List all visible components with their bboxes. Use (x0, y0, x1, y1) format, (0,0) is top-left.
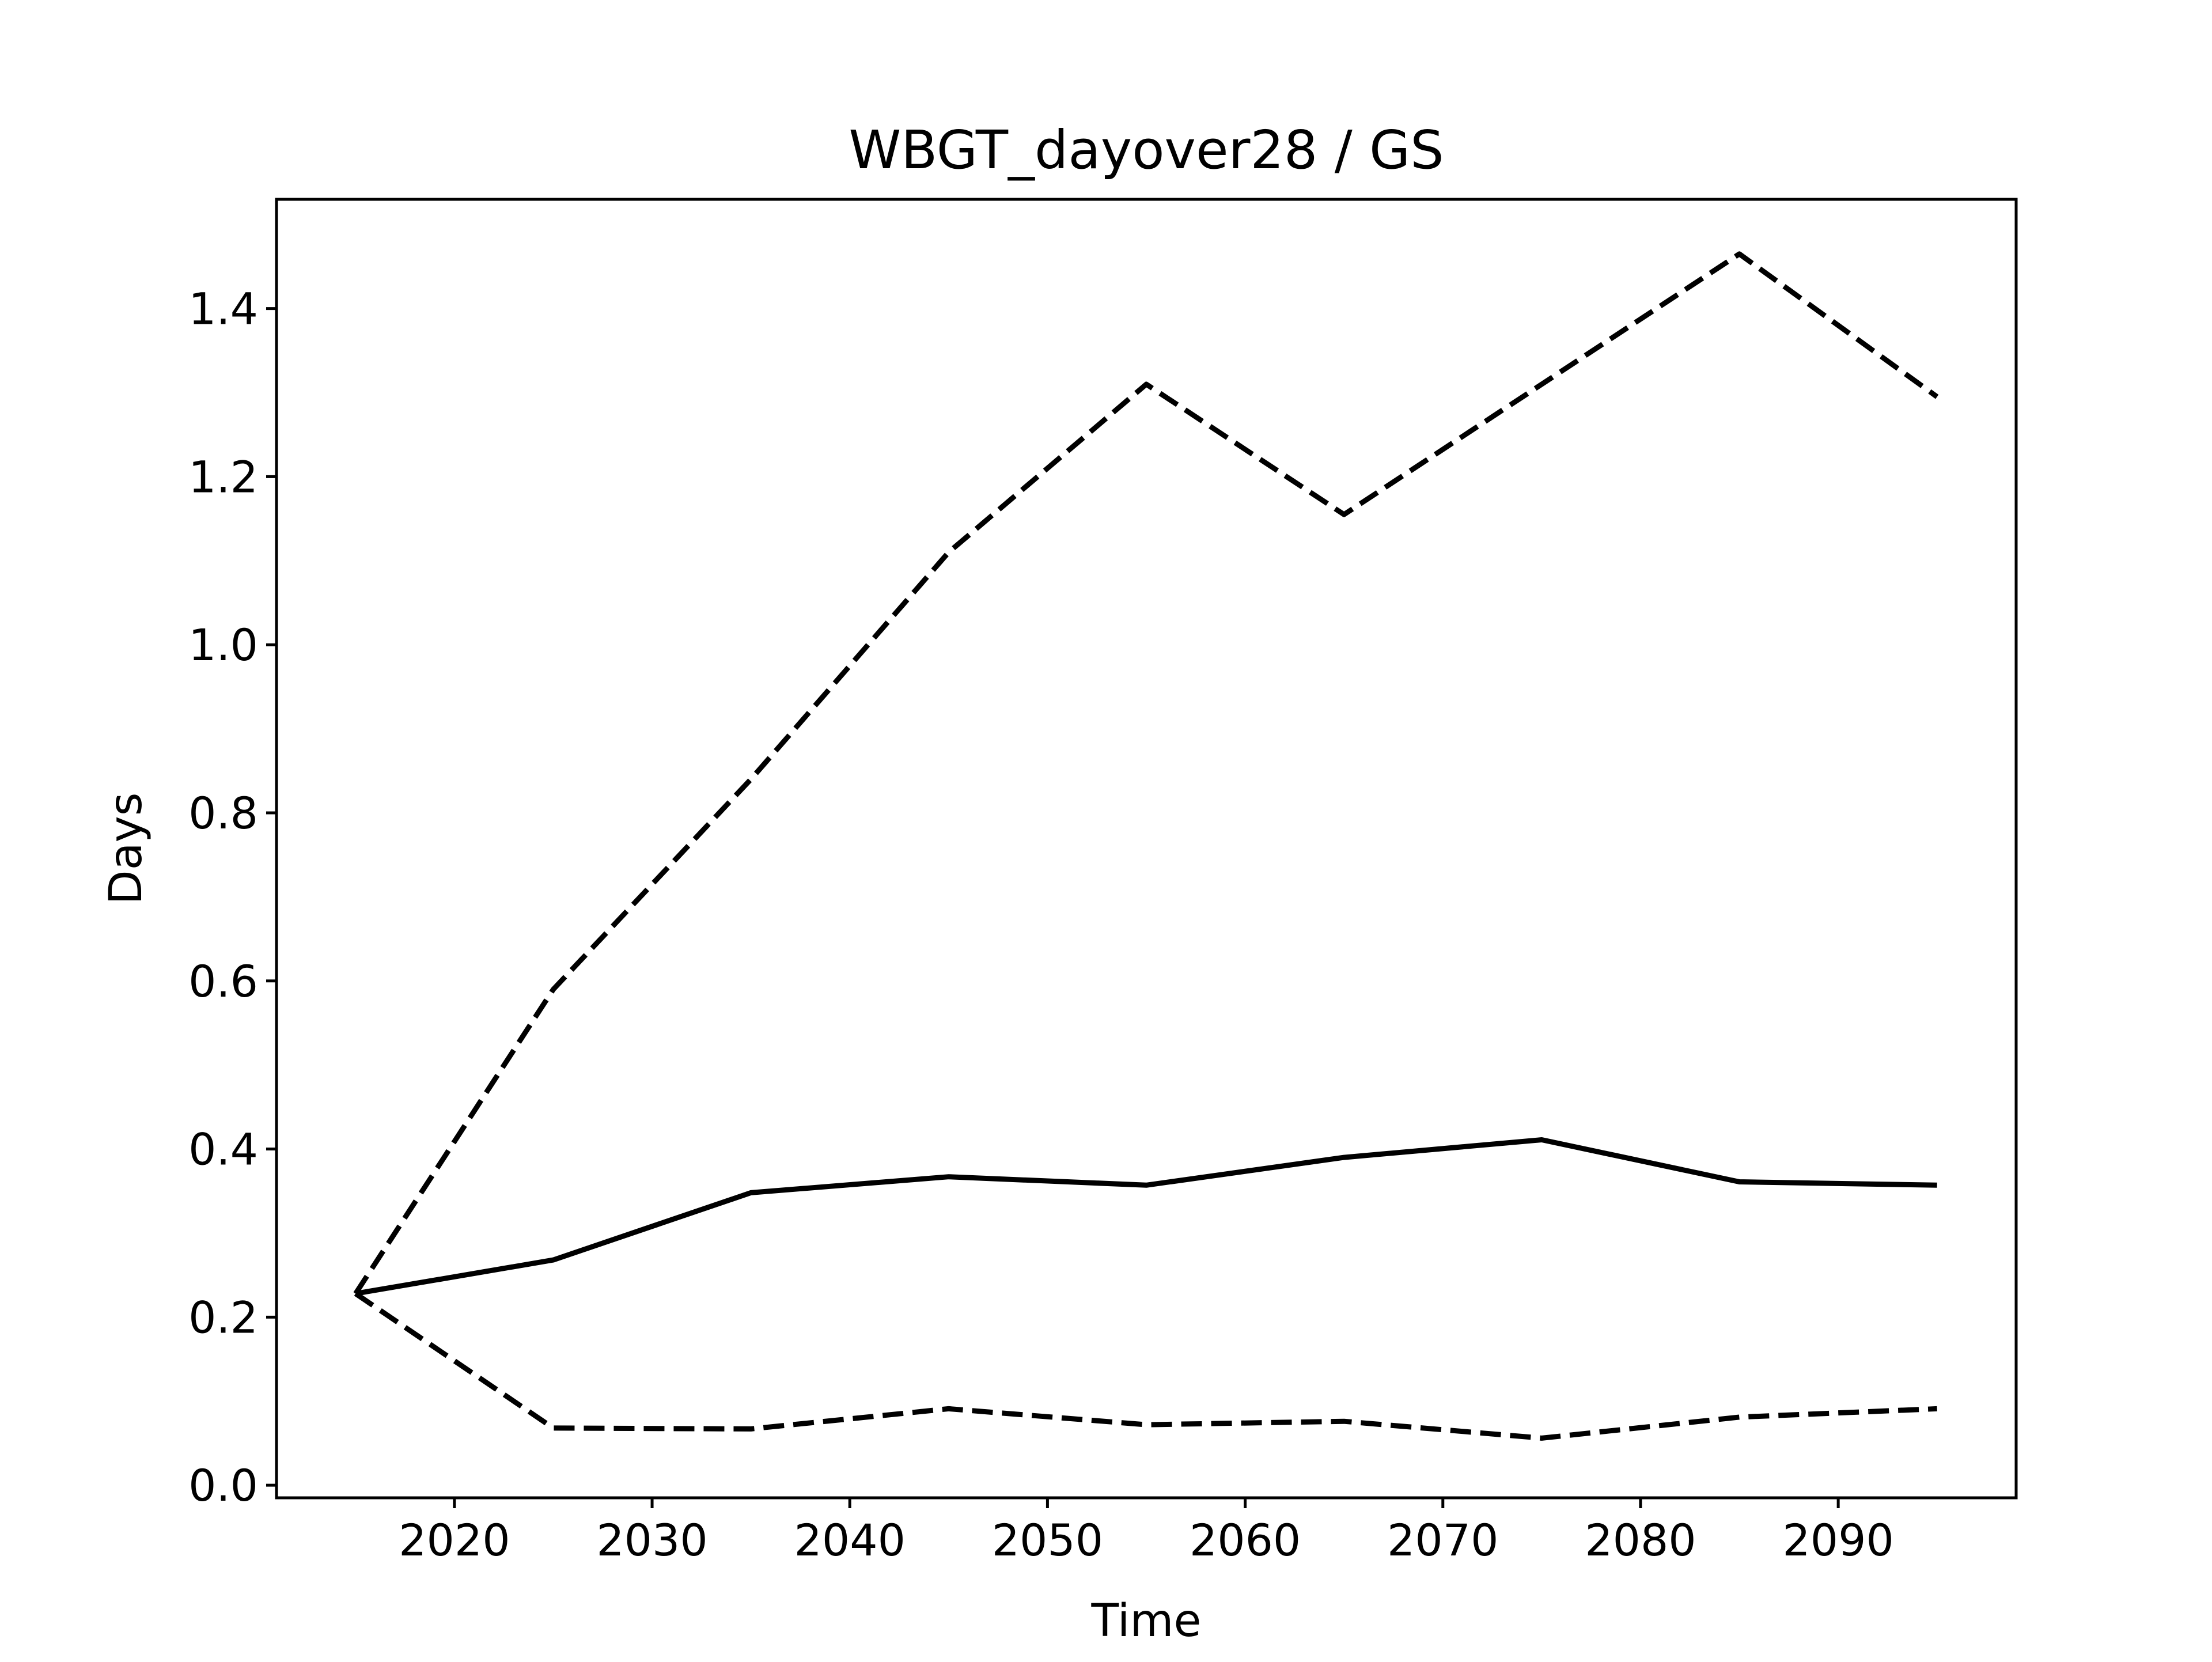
y-tick-label: 0.6 (188, 956, 258, 1007)
y-tick-label: 0.2 (188, 1292, 258, 1343)
x-axis: 2020 2030 2040 2050 2060 2070 2080 2090 (399, 1498, 1894, 1566)
y-tick-label: 1.4 (188, 283, 258, 335)
chart-title: WBGT_dayover28 / GS (849, 119, 1444, 181)
y-tick-label: 1.0 (188, 619, 258, 671)
solid-series-line-1 (355, 1137, 1937, 1296)
y-axis: 0.0 0.2 0.4 0.6 0.8 1.0 1.2 1.4 (188, 283, 276, 1511)
y-tick-label: 0.8 (188, 788, 258, 839)
y-tick-label: 1.2 (188, 451, 258, 502)
x-tick-label: 2060 (1190, 1515, 1301, 1566)
x-tick-label: 2080 (1585, 1515, 1696, 1566)
x-tick-label: 2090 (1782, 1515, 1893, 1566)
y-tick-label: 0.4 (188, 1124, 258, 1175)
x-tick-label: 2020 (399, 1515, 510, 1566)
x-tick-label: 2050 (992, 1515, 1103, 1566)
x-tick-label: 2040 (794, 1515, 906, 1566)
x-tick-label: 2070 (1387, 1515, 1498, 1566)
x-axis-label: Time (1091, 1595, 1202, 1647)
dashed-series-line-3 (354, 1291, 1937, 1441)
x-tick-label: 2030 (596, 1515, 707, 1566)
y-axis-label: Days (100, 793, 152, 905)
dashed-series-line-2 (353, 251, 1939, 1295)
y-tick-label: 0.0 (188, 1460, 258, 1511)
plot-frame (275, 198, 2018, 1500)
plot-area (353, 251, 1939, 1441)
